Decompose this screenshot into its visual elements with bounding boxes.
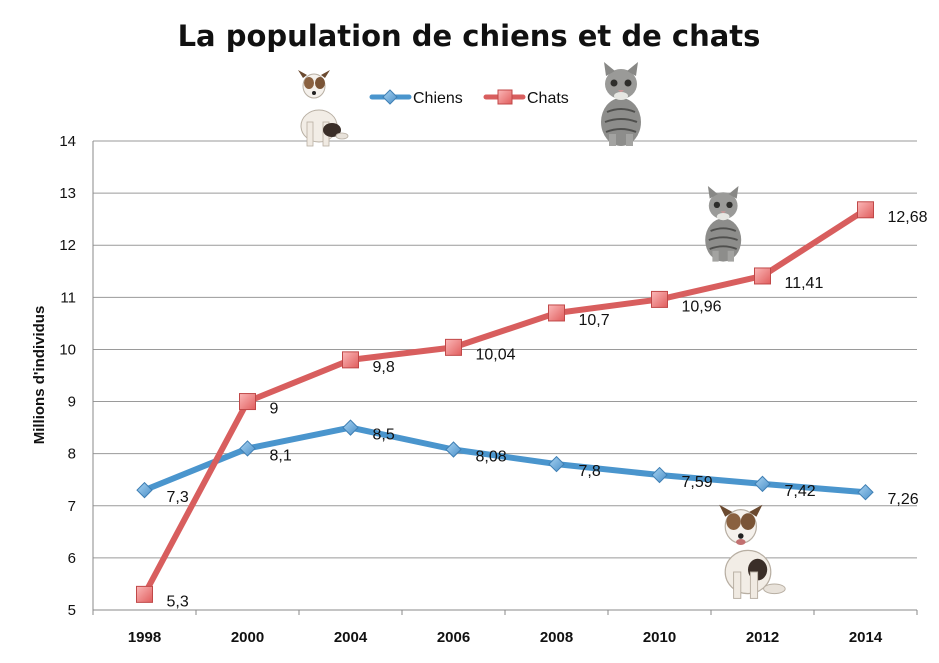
y-tick-label: 5: [68, 602, 76, 619]
axes: 5 6 7 8 9 10 11 12 13 14 1998 2000 2004 2006 2008 2010 2…: [59, 133, 918, 646]
legend-label-chiens: Chiens: [413, 90, 463, 107]
data-label-chats: 11,41: [785, 275, 824, 292]
data-point-chats: [754, 267, 771, 285]
y-tick-label: 14: [59, 133, 76, 150]
data-label-chiens: 8,5: [373, 427, 395, 444]
x-tick-label: 2004: [334, 629, 368, 646]
data-point-chiens: [651, 466, 668, 484]
dog-photo: [298, 70, 349, 147]
data-label-chiens: 7,59: [682, 474, 713, 491]
data-point-chiens: [239, 440, 256, 457]
data-point-chiens: [754, 475, 771, 493]
data-label-chats: 10,7: [579, 312, 610, 329]
y-tick-label: 12: [59, 237, 76, 254]
x-tick-label: 2014: [849, 629, 883, 646]
data-point-chats: [445, 338, 462, 356]
x-tick-label: 2006: [437, 629, 470, 646]
data-label-chiens: 7,3: [167, 489, 189, 506]
y-tick-label: 6: [68, 550, 76, 567]
data-label-chiens: 7,8: [579, 463, 601, 480]
y-tick-label: 10: [59, 341, 76, 358]
y-tick-label: 11: [60, 289, 76, 306]
dog-photo: [719, 504, 786, 599]
data-point-chats: [651, 290, 668, 308]
data-point-chiens: [342, 419, 359, 436]
data-label-chiens: 7,42: [785, 483, 816, 500]
legend-marker-chiens: [382, 89, 398, 105]
data-label-chats: 10,96: [682, 298, 722, 315]
legend: Chiens Chats: [369, 89, 569, 107]
cat-photo: [705, 186, 742, 262]
x-tick-label: 1998: [128, 629, 161, 646]
legend-item-chats: Chats: [483, 89, 569, 107]
data-point-chats: [857, 201, 874, 219]
data-point-chiens: [136, 481, 153, 499]
data-label-chats: 12,68: [888, 209, 928, 226]
x-tick-label: 2010: [643, 629, 676, 646]
x-tick-label: 2000: [231, 629, 264, 646]
series-line-chats: [141, 206, 869, 598]
data-label-chats: 9: [270, 401, 279, 418]
y-tick-label: 13: [59, 185, 76, 202]
data-point-chiens: [445, 441, 462, 458]
data-point-chiens: [857, 484, 874, 501]
y-tick-label: 8: [68, 446, 76, 463]
data-label-chats: 10,04: [476, 346, 516, 363]
legend-label-chats: Chats: [527, 90, 569, 107]
series: [136, 201, 874, 603]
y-tick-label: 7: [68, 498, 76, 515]
data-label-chiens: 8,1: [270, 447, 292, 464]
x-tick-label: 2008: [540, 629, 573, 646]
data-label-chats: 5,3: [167, 593, 189, 610]
y-tick-label: 9: [68, 394, 76, 411]
x-tick-label: 2012: [746, 629, 779, 646]
data-label-chiens: 8,08: [476, 448, 507, 465]
data-point-chats: [342, 351, 359, 369]
data-labels: 7,3 8,1 8,5 8,08 7,8 7,59 7,42 7,26 5,3 9 9,8 10,04…: [167, 209, 928, 611]
data-point-chats: [136, 585, 153, 603]
data-point-chats: [239, 393, 256, 411]
data-point-chats: [548, 304, 565, 322]
data-point-chiens: [548, 455, 565, 473]
legend-marker-chats: [497, 89, 513, 105]
series-line-chiens: [141, 424, 869, 496]
data-label-chiens: 7,26: [888, 491, 919, 508]
y-axis-label: Millions d'individus: [31, 306, 48, 445]
data-label-chats: 9,8: [373, 359, 395, 376]
cat-photo: [601, 62, 641, 146]
chart-title: La population de chiens et de chats: [178, 19, 761, 53]
legend-item-chiens: Chiens: [369, 89, 463, 107]
